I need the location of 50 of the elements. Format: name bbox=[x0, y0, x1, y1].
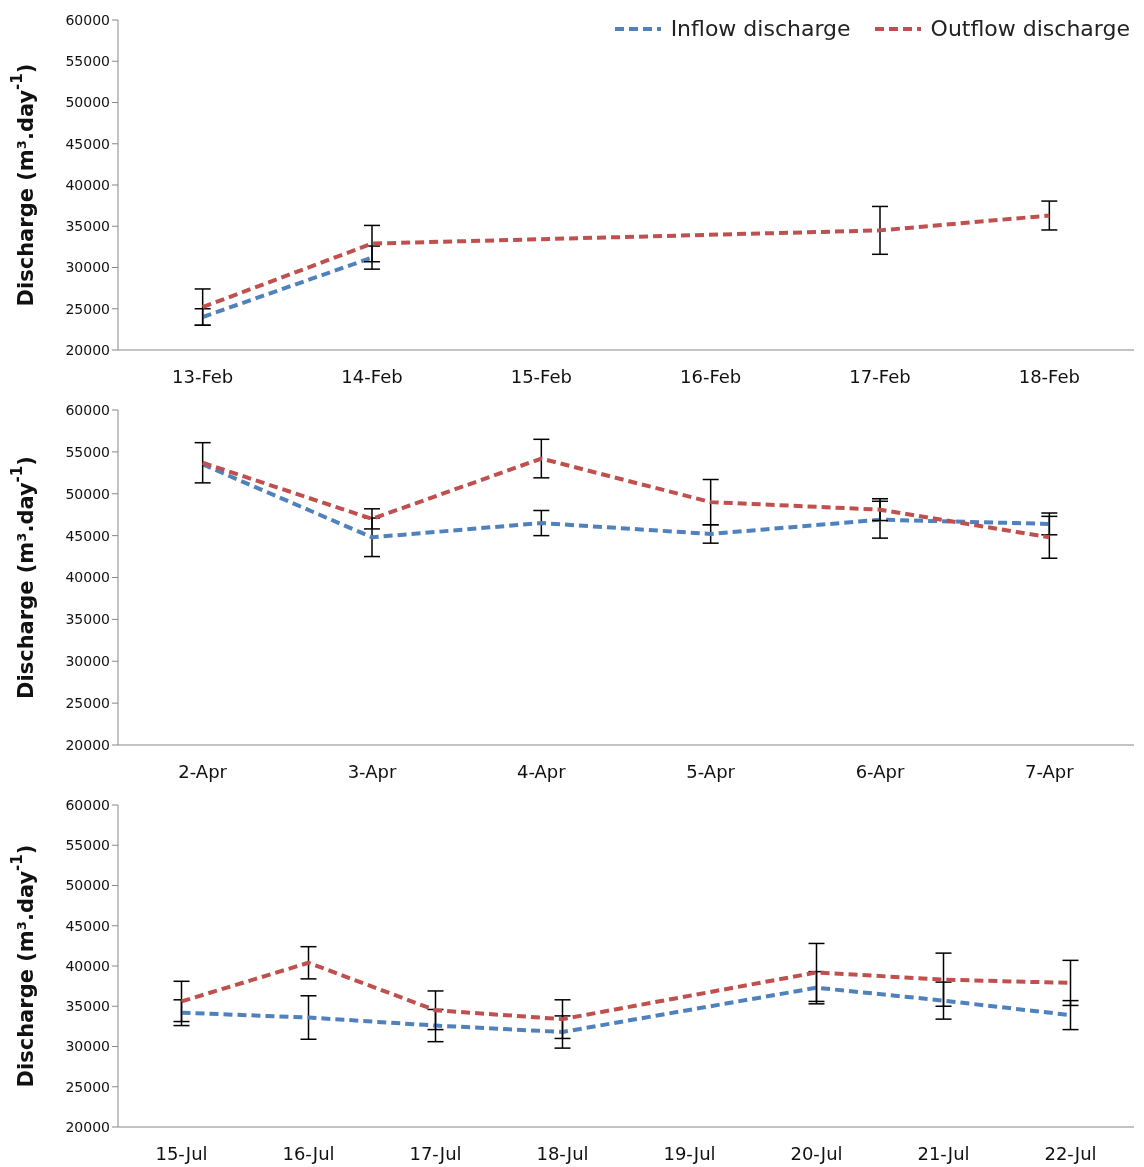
x-tick-label: 4-Apr bbox=[516, 760, 567, 782]
y-tick-label: 45000 bbox=[65, 917, 110, 934]
y-tick-label: 35000 bbox=[65, 218, 110, 235]
x-tick-label: 16-Jul bbox=[282, 1142, 335, 1164]
y-tick-label: 55000 bbox=[65, 53, 110, 70]
y-tick-label: 35000 bbox=[65, 998, 110, 1015]
y-tick-label: 20000 bbox=[65, 1118, 110, 1135]
y-tick-label: 20000 bbox=[65, 736, 110, 753]
y-tick-label: 20000 bbox=[65, 341, 110, 358]
y-tick-label: 30000 bbox=[65, 653, 110, 670]
x-tick-label: 17-Feb bbox=[849, 365, 911, 387]
y-tick-label: 30000 bbox=[65, 1038, 110, 1055]
y-tick-label: 55000 bbox=[65, 443, 110, 460]
y-tick-label: 25000 bbox=[65, 695, 110, 712]
y-tick-label: 35000 bbox=[65, 611, 110, 628]
x-tick-label: 14-Feb bbox=[341, 365, 403, 387]
y-tick-label: 45000 bbox=[65, 135, 110, 152]
y-tick-label: 25000 bbox=[65, 1078, 110, 1095]
x-tick-label: 15-Jul bbox=[155, 1142, 208, 1164]
y-tick-label: 50000 bbox=[65, 877, 110, 894]
y-tick-label: 30000 bbox=[65, 259, 110, 276]
x-tick-label: 15-Feb bbox=[510, 365, 572, 387]
x-tick-label: 3-Apr bbox=[347, 760, 397, 782]
x-tick-label: 18-Feb bbox=[1018, 365, 1080, 387]
x-tick-label: 2-Apr bbox=[178, 760, 228, 782]
y-tick-label: 60000 bbox=[65, 11, 110, 28]
x-tick-label: 20-Jul bbox=[790, 1142, 843, 1164]
y-tick-label: 60000 bbox=[65, 401, 110, 418]
y-tick-label: 45000 bbox=[65, 527, 110, 544]
y-tick-label: 55000 bbox=[65, 837, 110, 854]
y-tick-label: 40000 bbox=[65, 957, 110, 974]
y-tick-label: 25000 bbox=[65, 300, 110, 317]
x-tick-label: 18-Jul bbox=[536, 1142, 589, 1164]
line-series bbox=[200, 213, 1052, 310]
x-tick-label: 19-Jul bbox=[663, 1142, 716, 1164]
x-tick-label: 21-Jul bbox=[917, 1142, 970, 1164]
x-tick-label: 16-Feb bbox=[680, 365, 742, 387]
legend-label: Inflow discharge bbox=[670, 16, 851, 41]
legend-label: Outflow discharge bbox=[930, 16, 1130, 41]
x-tick-label: 22-Jul bbox=[1044, 1142, 1097, 1164]
x-tick-label: 17-Jul bbox=[409, 1142, 462, 1164]
y-tick-label: 60000 bbox=[65, 796, 110, 813]
y-tick-label: 40000 bbox=[65, 176, 110, 193]
x-tick-label: 7-Apr bbox=[1024, 760, 1075, 782]
y-tick-label: 50000 bbox=[65, 94, 110, 111]
x-tick-label: 5-Apr bbox=[686, 760, 736, 782]
y-tick-label: 50000 bbox=[65, 485, 110, 502]
y-tick-label: 40000 bbox=[65, 569, 110, 586]
x-tick-label: 6-Apr bbox=[855, 760, 905, 782]
x-tick-label: 13-Feb bbox=[172, 365, 234, 387]
